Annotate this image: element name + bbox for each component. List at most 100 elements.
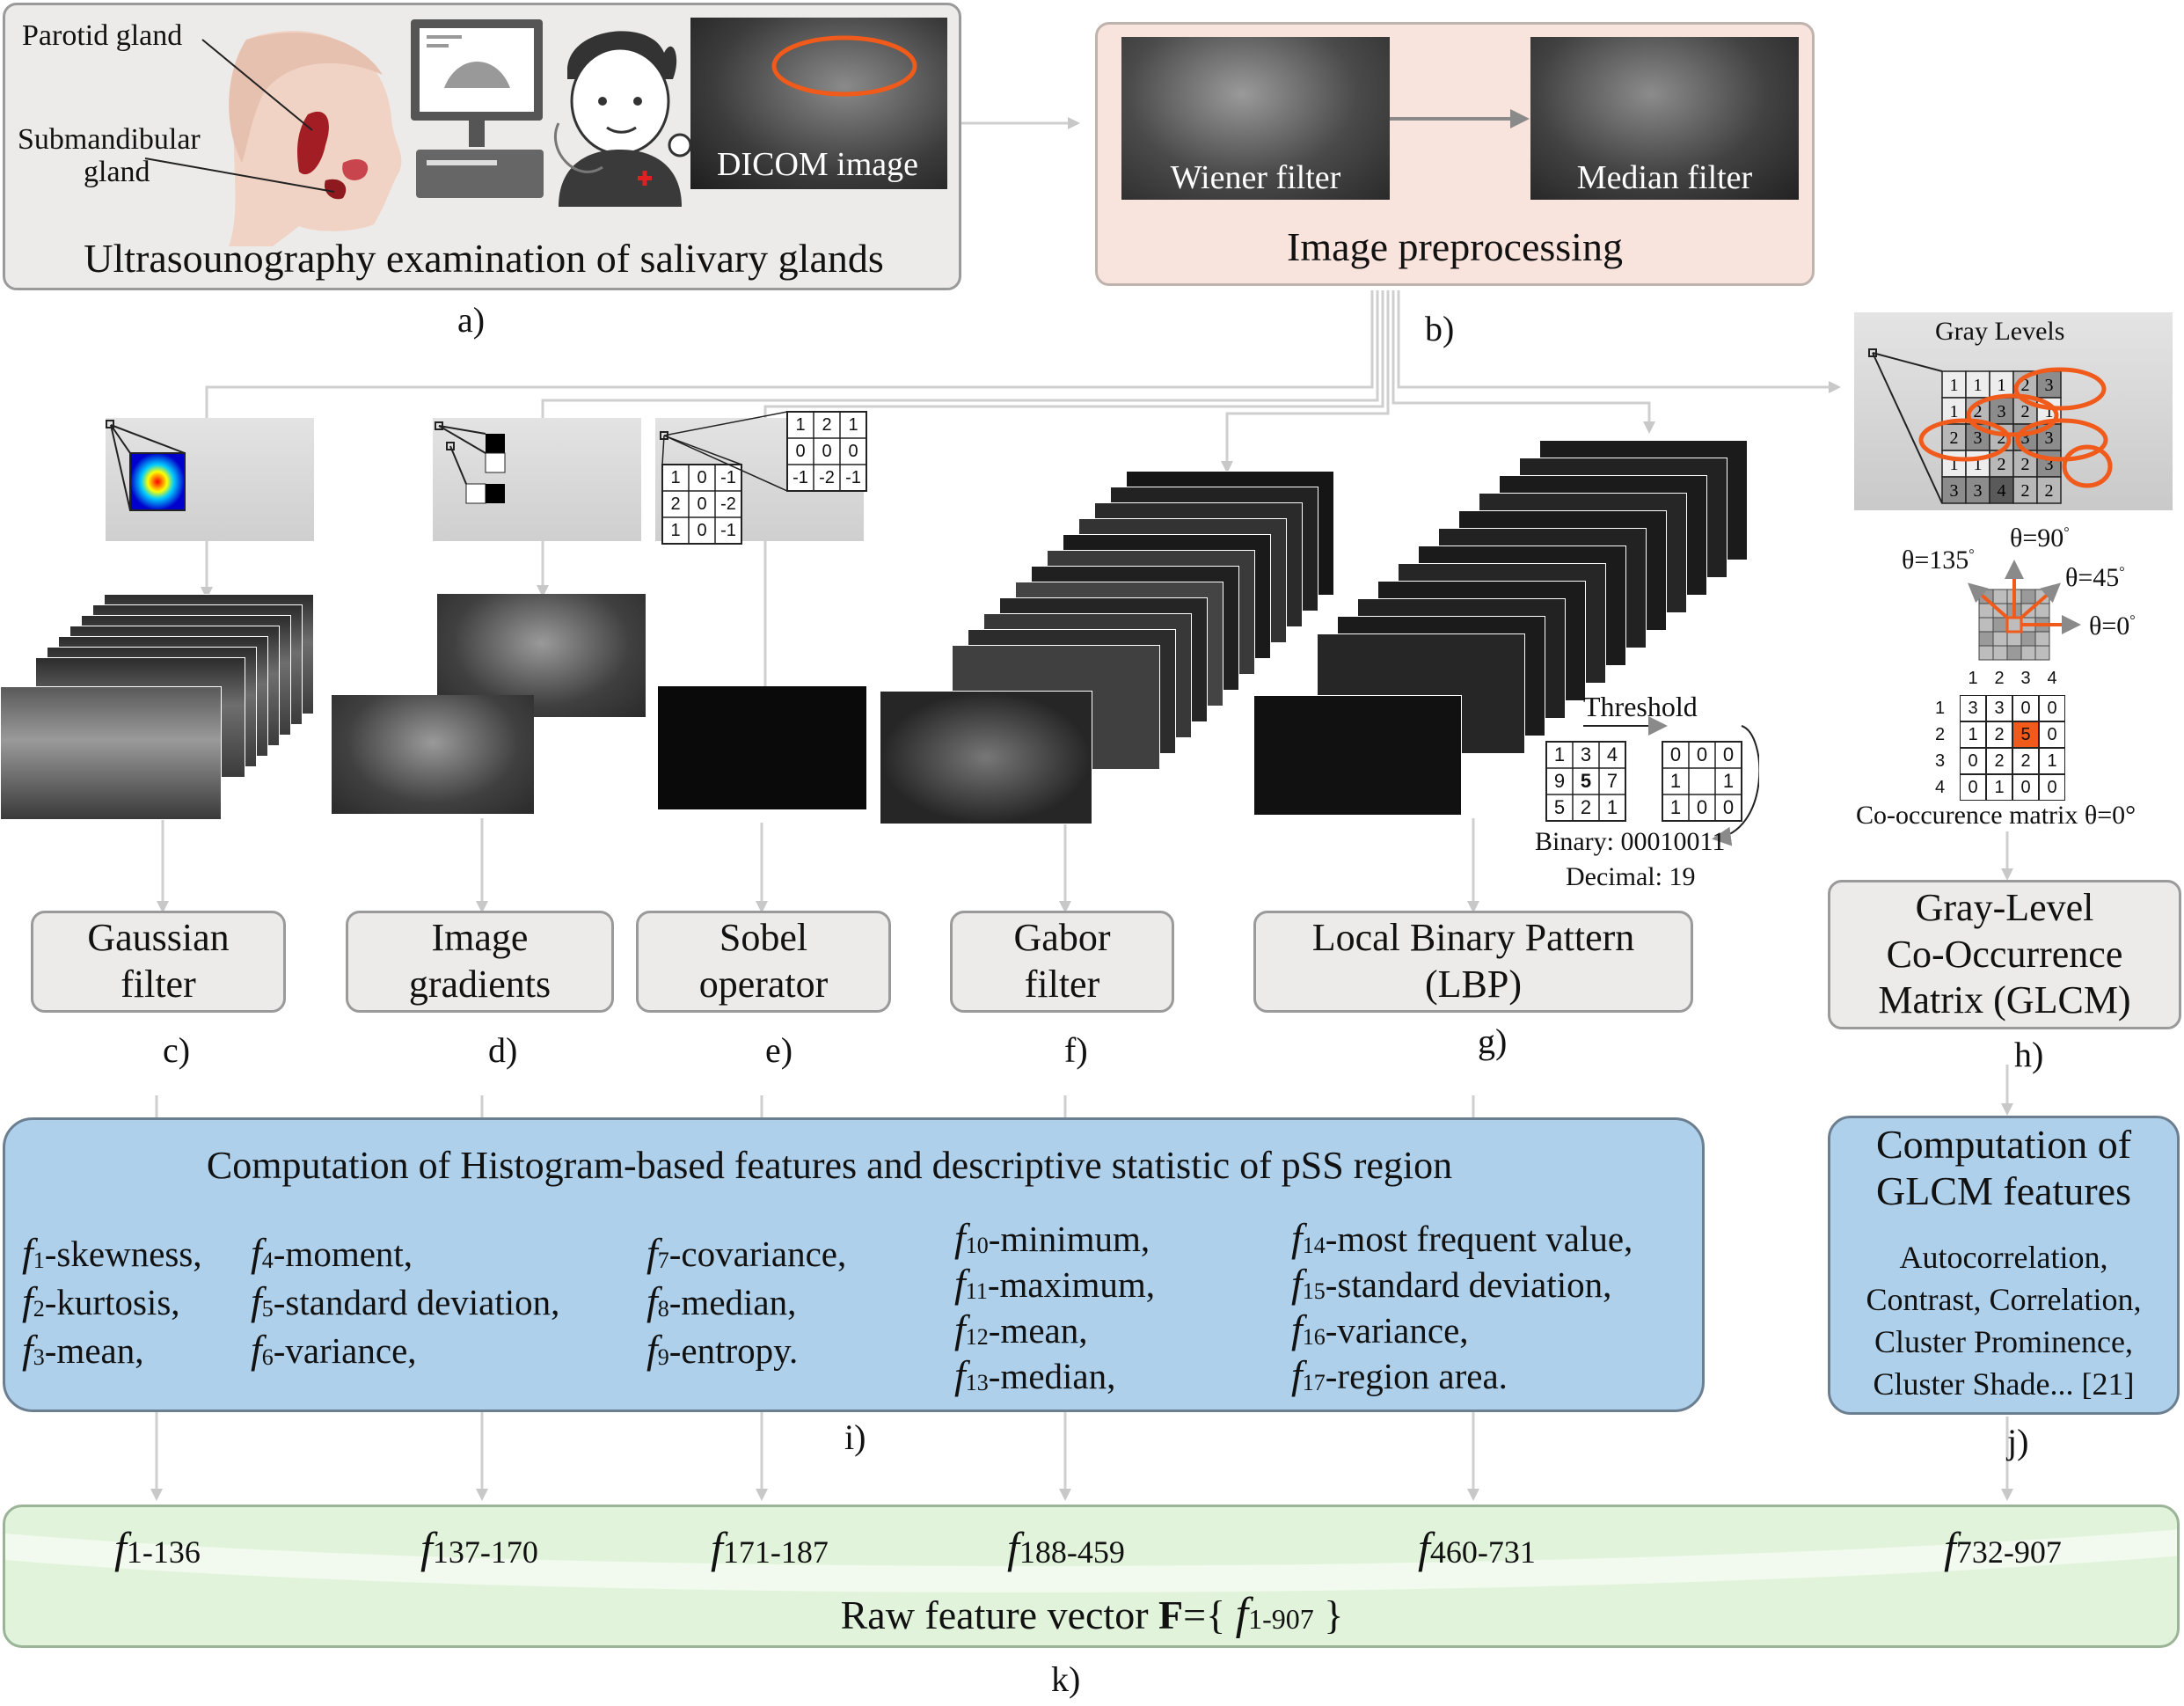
grid-cell: 2 xyxy=(822,415,832,435)
matrix-cell: 0 xyxy=(2039,695,2065,721)
gray-level-value: 2 xyxy=(1974,402,1983,421)
glcm-features-list: Autocorrelation, Contrast, Correlation, … xyxy=(1866,1240,2142,1402)
grid-cell: 1 xyxy=(1669,796,1682,818)
median-label: Median filter xyxy=(1576,159,1753,196)
submandibular-label-2: gland xyxy=(84,156,150,188)
grid-cell: 0 xyxy=(1722,743,1735,765)
matrix-cell: 0 xyxy=(2039,774,2065,801)
gray-level-value: 3 xyxy=(1974,481,1983,501)
direction-grid-cell xyxy=(2020,645,2036,661)
histogram-feature: f1-skewness, xyxy=(22,1230,202,1275)
gradient-source-image xyxy=(433,418,641,541)
gray-level-cell xyxy=(1989,476,2014,504)
feature-vector-title: Raw feature vector F={ f1-907 } xyxy=(840,1589,1344,1639)
submandibular-label-1: Submandibular xyxy=(18,123,201,156)
gray-level-value: 2 xyxy=(2021,481,2030,501)
lbp-threshold-label: Threshold xyxy=(1583,691,1698,722)
panel-a-letter: a) xyxy=(457,300,486,340)
direction-grid-cell xyxy=(1978,631,1994,647)
sobel-kernels xyxy=(660,411,867,545)
direction-grid-cell xyxy=(2034,645,2050,661)
matrix-col-header: 3 xyxy=(2020,669,2031,688)
wiener-to-median-arrow xyxy=(1390,109,1530,128)
image-gradients-box: Image gradients xyxy=(346,911,614,1013)
feature-range: f188-459 xyxy=(1007,1523,1125,1572)
lbp-stack xyxy=(1253,440,1748,827)
histogram-feature: f6-variance, xyxy=(251,1327,417,1372)
gray-level-value: 1 xyxy=(1974,376,1983,395)
gabor-stack xyxy=(880,471,1337,840)
gray-level-value: 1 xyxy=(1950,455,1959,474)
gray-level-value: 1 xyxy=(1950,402,1959,421)
direction-grid-cell xyxy=(2020,631,2036,647)
head-illustration xyxy=(229,31,402,246)
grid-cell: 0 xyxy=(1669,743,1682,765)
matrix-cell: 3 xyxy=(1960,695,1986,721)
gray-level-value: 3 xyxy=(2021,428,2030,448)
panel-e-letter: e) xyxy=(765,1030,793,1070)
grid-cell: 0 xyxy=(697,468,707,487)
theta-135: θ=135° xyxy=(1902,545,1975,575)
grid-cell: 0 xyxy=(822,442,832,461)
gray-level-value: 1 xyxy=(1998,376,2006,395)
histogram-feature: f11-maximum, xyxy=(954,1261,1155,1306)
gray-level-value: 3 xyxy=(1974,428,1983,448)
histogram-feature: f5-standard deviation, xyxy=(251,1278,560,1323)
grid-cell: -1 xyxy=(845,468,861,487)
grid-cell: 3 xyxy=(1580,743,1592,765)
gray-level-cell xyxy=(1941,423,1967,451)
histogram-features-box xyxy=(3,1117,1705,1412)
gray-level-value: 3 xyxy=(1950,481,1959,501)
grid-cell: -2 xyxy=(720,494,736,514)
histogram-feature: f14-most frequent value, xyxy=(1291,1215,1633,1260)
matrix-cell: 0 xyxy=(2039,721,2065,748)
matrix-col-header: 2 xyxy=(1994,669,2005,688)
panel-d-letter: d) xyxy=(488,1030,518,1070)
direction-grid-cell xyxy=(1992,631,2008,647)
lbp-decimal: Decimal: 19 xyxy=(1566,862,1696,891)
glcm-features-box xyxy=(1828,1116,2180,1415)
wiener-label: Wiener filter xyxy=(1170,159,1341,196)
theta-90: θ=90° xyxy=(2010,524,2070,553)
direction-grid-cell xyxy=(2006,631,2022,647)
grid-cell: 0 xyxy=(697,494,707,514)
feature-range: f732-907 xyxy=(1944,1523,2062,1572)
theta-0: θ=0° xyxy=(2089,611,2136,641)
gray-level-cell xyxy=(1965,370,1990,399)
grid-cell: 1 xyxy=(1722,770,1735,792)
histogram-feature: f2-kurtosis, xyxy=(22,1278,180,1323)
glcm-direction-diagram xyxy=(1967,560,2081,661)
gray-level-value: 2 xyxy=(1998,455,2006,474)
grid-cell: 0 xyxy=(697,521,707,540)
matrix-cell: 3 xyxy=(1986,695,2012,721)
gabor-filter-box: Gabor filter xyxy=(950,911,1174,1013)
gray-level-value: 1 xyxy=(2045,402,2054,421)
gland-pointers xyxy=(144,39,335,193)
theta-45: θ=45° xyxy=(2065,563,2125,592)
panel-b-letter: b) xyxy=(1425,309,1455,348)
gray-level-value: 2 xyxy=(2021,455,2030,474)
matrix-cell: 2 xyxy=(1986,748,2012,774)
direction-grid-cell xyxy=(1978,645,1994,661)
direction-grid-cell xyxy=(2006,617,2022,633)
panel-k-letter: k) xyxy=(1051,1659,1081,1699)
lbp-box: Local Binary Pattern (LBP) xyxy=(1253,911,1693,1013)
matrix-col-header: 4 xyxy=(2047,669,2057,688)
feature-vector-box xyxy=(3,1505,2180,1648)
gradient-kernels xyxy=(435,421,506,504)
grid-cell: 1 xyxy=(1606,796,1618,818)
gray-level-value: 2 xyxy=(2045,481,2054,501)
gaussian-filter-box: Gaussian filter xyxy=(31,911,286,1013)
histogram-feature: f16-variance, xyxy=(1291,1307,1469,1351)
histogram-feature: f13-median, xyxy=(954,1352,1116,1397)
gray-level-value: 3 xyxy=(2045,376,2054,395)
gray-level-value: 3 xyxy=(2045,428,2054,448)
glcm-features-title: Computation of GLCM features xyxy=(1875,1122,2132,1213)
grid-cell: 1 xyxy=(1669,770,1682,792)
grid-cell: 1 xyxy=(848,415,858,435)
gaussian-kernel xyxy=(106,420,186,511)
wiener-image xyxy=(1121,37,1390,200)
feature-range: f1-136 xyxy=(114,1523,201,1572)
grid-cell: 0 xyxy=(848,442,858,461)
gray-level-value: 4 xyxy=(1998,481,2006,501)
